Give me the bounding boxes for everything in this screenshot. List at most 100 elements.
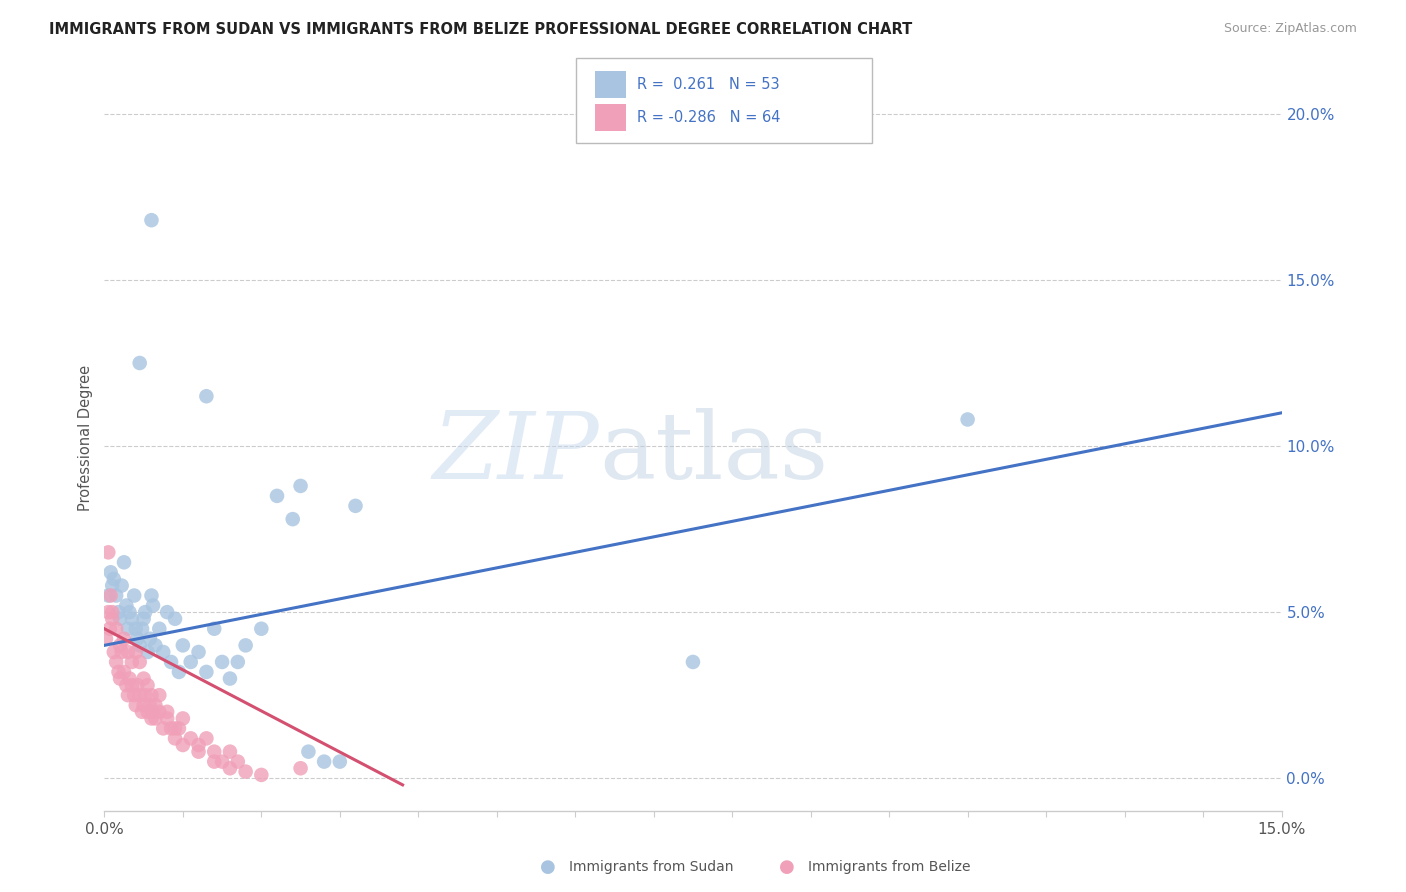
Point <box>118 672 141 686</box>
Point <box>103 645 125 659</box>
Point <box>167 722 190 736</box>
Point <box>290 479 312 493</box>
Point <box>112 555 135 569</box>
Point <box>281 512 304 526</box>
Point <box>152 722 174 736</box>
Point <box>115 678 138 692</box>
Point <box>956 412 979 426</box>
Point <box>202 745 225 759</box>
Point <box>145 711 167 725</box>
Point <box>117 688 139 702</box>
Point <box>148 705 170 719</box>
Point <box>290 761 312 775</box>
Point <box>266 489 288 503</box>
Text: IMMIGRANTS FROM SUDAN VS IMMIGRANTS FROM BELIZE PROFESSIONAL DEGREE CORRELATION : IMMIGRANTS FROM SUDAN VS IMMIGRANTS FROM… <box>49 22 912 37</box>
Point <box>148 688 170 702</box>
Point <box>105 655 128 669</box>
Point <box>121 678 143 692</box>
Point <box>682 655 704 669</box>
Point <box>132 612 155 626</box>
Point <box>180 731 202 746</box>
Point <box>112 665 135 679</box>
Point <box>101 612 124 626</box>
Point <box>136 705 159 719</box>
Point <box>139 698 162 713</box>
Point <box>211 655 233 669</box>
Text: R = -0.286   N = 64: R = -0.286 N = 64 <box>637 111 780 125</box>
Point <box>145 638 167 652</box>
Point <box>97 589 120 603</box>
Point <box>187 645 209 659</box>
Point <box>180 655 202 669</box>
Point <box>122 589 145 603</box>
Text: Source: ZipAtlas.com: Source: ZipAtlas.com <box>1223 22 1357 36</box>
Point <box>108 672 131 686</box>
Point <box>141 589 163 603</box>
Point <box>156 711 179 725</box>
Point <box>136 645 159 659</box>
Point <box>107 605 129 619</box>
Text: ●: ● <box>779 858 796 876</box>
Point <box>128 655 150 669</box>
Point <box>97 605 120 619</box>
Point <box>117 645 139 659</box>
Point <box>219 672 242 686</box>
Text: ●: ● <box>540 858 557 876</box>
Point <box>195 665 218 679</box>
Point <box>250 768 273 782</box>
Point <box>145 698 167 713</box>
Point <box>97 545 120 559</box>
Point <box>250 622 273 636</box>
Point <box>107 665 129 679</box>
Point <box>128 356 150 370</box>
Point <box>121 655 143 669</box>
Point <box>134 688 156 702</box>
Point <box>132 698 155 713</box>
Point <box>163 722 186 736</box>
Point <box>112 632 135 646</box>
Point <box>156 605 179 619</box>
Point <box>111 645 134 659</box>
Text: ZIP: ZIP <box>432 408 599 498</box>
Point <box>195 389 218 403</box>
Point <box>118 605 141 619</box>
Point <box>172 711 194 725</box>
Point <box>141 688 163 702</box>
Point <box>163 731 186 746</box>
Point <box>329 755 352 769</box>
Y-axis label: Professional Degree: Professional Degree <box>79 365 93 511</box>
Point <box>235 638 257 652</box>
Point <box>202 755 225 769</box>
Point <box>139 632 162 646</box>
Point <box>111 578 134 592</box>
Point <box>160 655 183 669</box>
Text: R =  0.261   N = 53: R = 0.261 N = 53 <box>637 78 779 92</box>
Point <box>235 764 257 779</box>
Point <box>172 638 194 652</box>
Point <box>101 578 124 592</box>
Point <box>115 599 138 613</box>
Point <box>122 688 145 702</box>
Point <box>187 738 209 752</box>
Point <box>167 665 190 679</box>
Point <box>132 672 155 686</box>
Point <box>142 705 165 719</box>
Point <box>108 638 131 652</box>
Point <box>152 645 174 659</box>
Point <box>125 622 148 636</box>
Text: Immigrants from Sudan: Immigrants from Sudan <box>569 860 734 874</box>
Point <box>226 655 249 669</box>
Point <box>136 678 159 692</box>
Point <box>142 599 165 613</box>
Point <box>187 745 209 759</box>
Point <box>100 589 122 603</box>
Point <box>127 632 149 646</box>
Point <box>108 612 131 626</box>
Point <box>103 572 125 586</box>
Point <box>125 698 148 713</box>
Point <box>211 755 233 769</box>
Text: atlas: atlas <box>599 408 828 498</box>
Point <box>100 566 122 580</box>
Point <box>127 678 149 692</box>
Point <box>98 622 121 636</box>
